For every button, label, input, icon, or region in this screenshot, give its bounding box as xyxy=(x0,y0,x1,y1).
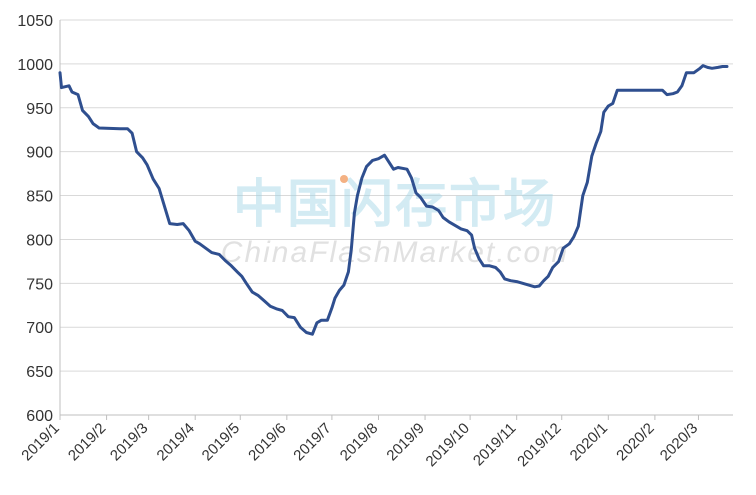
y-tick-label: 850 xyxy=(26,189,53,206)
y-tick-label: 1000 xyxy=(17,57,53,74)
watermark-dot xyxy=(340,175,348,183)
watermark-cn: 中国闪存市场 xyxy=(233,175,557,235)
y-tick-label: 800 xyxy=(26,232,53,249)
watermark-en: ChinaFlashMarket.com xyxy=(221,236,569,269)
y-tick-label: 900 xyxy=(26,145,53,162)
x-tick-label: 2019/2 xyxy=(65,420,109,464)
x-tick-label: 2020/1 xyxy=(567,420,611,464)
x-tick-label: 2019/4 xyxy=(154,420,198,464)
y-tick-label: 650 xyxy=(26,364,53,381)
y-axis-ticks: 600 650 700 750 800 850 900 950 1000 1050 xyxy=(17,13,53,425)
y-tick-label: 1050 xyxy=(17,13,53,30)
x-tick-label: 2020/2 xyxy=(613,420,657,464)
y-tick-label: 950 xyxy=(26,101,53,118)
x-tick-label: 2019/6 xyxy=(245,420,289,464)
x-tick-label: 2020/3 xyxy=(657,420,701,464)
y-tick-label: 700 xyxy=(26,320,53,337)
series-group xyxy=(58,64,729,336)
x-tick-label: 2019/11 xyxy=(470,420,520,470)
x-tick-label: 2019/10 xyxy=(423,420,473,470)
series-line xyxy=(58,64,729,336)
x-tick-label: 2019/12 xyxy=(514,420,564,470)
x-tick-label: 2019/5 xyxy=(199,420,243,464)
x-tick-label: 2019/7 xyxy=(290,420,334,464)
x-tick-label: 2019/3 xyxy=(107,420,151,464)
watermark: 中国闪存市场 ChinaFlashMarket.com xyxy=(221,175,569,269)
gridlines xyxy=(60,19,733,372)
x-tick-label: 2019/1 xyxy=(18,420,62,464)
y-tick-label: 750 xyxy=(26,276,53,293)
x-tick-label: 2019/8 xyxy=(337,420,381,464)
y-tick-label: 600 xyxy=(26,408,53,425)
x-tick-label: 2019/9 xyxy=(383,420,427,464)
